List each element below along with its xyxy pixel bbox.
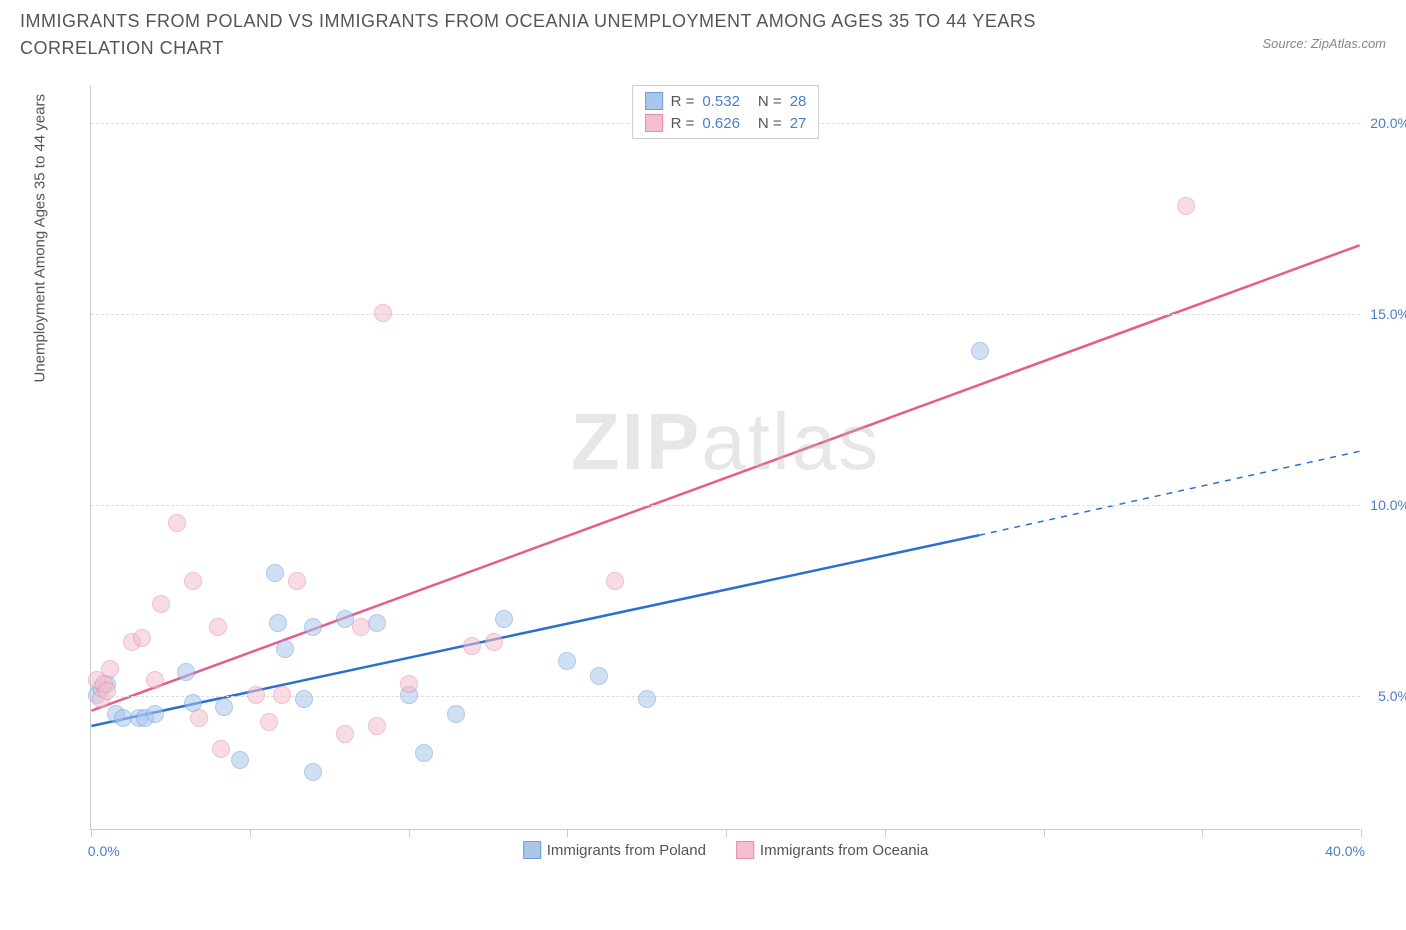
legend-n-value: 27: [790, 115, 807, 132]
legend-swatch: [645, 114, 663, 132]
scatter-point: [495, 610, 513, 628]
scatter-point: [212, 740, 230, 758]
y-axis-label: Unemployment Among Ages 35 to 44 years: [32, 94, 49, 383]
scatter-point: [101, 660, 119, 678]
legend-label: Immigrants from Oceania: [760, 842, 928, 859]
scatter-point: [336, 725, 354, 743]
chart-container: Unemployment Among Ages 35 to 44 years R…: [60, 85, 1360, 865]
y-tick-label: 10.0%: [1364, 497, 1406, 513]
legend-row: R = 0.532 N = 28: [641, 90, 811, 112]
gridline: [91, 505, 1360, 506]
scatter-point: [133, 629, 151, 647]
y-tick-label: 15.0%: [1364, 306, 1406, 322]
scatter-point: [231, 751, 249, 769]
legend-row: R = 0.626 N = 27: [641, 112, 811, 134]
legend-swatch: [523, 841, 541, 859]
legend-item: Immigrants from Poland: [523, 841, 706, 859]
header: IMMIGRANTS FROM POLAND VS IMMIGRANTS FRO…: [0, 0, 1406, 62]
legend-label: Immigrants from Poland: [547, 842, 706, 859]
x-tick: [1202, 829, 1203, 837]
scatter-point: [276, 640, 294, 658]
legend-n-label: N =: [758, 93, 782, 110]
scatter-point: [590, 667, 608, 685]
scatter-point: [368, 717, 386, 735]
legend-n-label: N =: [758, 115, 782, 132]
scatter-point: [463, 637, 481, 655]
scatter-point: [247, 686, 265, 704]
legend-swatch: [645, 92, 663, 110]
scatter-point: [558, 652, 576, 670]
scatter-point: [415, 744, 433, 762]
scatter-point: [606, 572, 624, 590]
trendlines-svg: [91, 85, 1360, 829]
x-tick: [91, 829, 92, 837]
scatter-point: [447, 705, 465, 723]
gridline: [91, 314, 1360, 315]
scatter-point: [260, 713, 278, 731]
scatter-point: [485, 633, 503, 651]
scatter-point: [288, 572, 306, 590]
scatter-point: [368, 614, 386, 632]
correlation-legend: R = 0.532 N = 28 R = 0.626 N = 27: [632, 85, 820, 139]
legend-item: Immigrants from Oceania: [736, 841, 928, 859]
scatter-point: [190, 709, 208, 727]
plot-area: R = 0.532N = 28R = 0.626N = 27 ZIPatlas …: [90, 85, 1360, 830]
scatter-point: [304, 618, 322, 636]
scatter-point: [352, 618, 370, 636]
scatter-point: [400, 675, 418, 693]
scatter-point: [269, 614, 287, 632]
scatter-point: [215, 698, 233, 716]
x-tick: [409, 829, 410, 837]
x-tick: [250, 829, 251, 837]
scatter-point: [209, 618, 227, 636]
scatter-point: [1177, 197, 1195, 215]
scatter-point: [374, 304, 392, 322]
trend-line-extrapolated: [979, 451, 1359, 535]
scatter-point: [971, 342, 989, 360]
scatter-point: [146, 671, 164, 689]
scatter-point: [266, 564, 284, 582]
scatter-point: [184, 572, 202, 590]
legend-n-value: 28: [790, 93, 807, 110]
y-tick-label: 5.0%: [1364, 688, 1406, 704]
legend-r-label: R =: [671, 115, 695, 132]
scatter-point: [177, 663, 195, 681]
scatter-point: [152, 595, 170, 613]
legend-swatch: [736, 841, 754, 859]
scatter-point: [98, 682, 116, 700]
x-tick: [726, 829, 727, 837]
series-legend: Immigrants from Poland Immigrants from Oc…: [523, 841, 929, 859]
x-tick: [567, 829, 568, 837]
scatter-point: [168, 514, 186, 532]
x-tick-label: 40.0%: [1325, 843, 1365, 859]
scatter-point: [273, 686, 291, 704]
chart-title: IMMIGRANTS FROM POLAND VS IMMIGRANTS FRO…: [20, 8, 1120, 62]
scatter-point: [304, 763, 322, 781]
watermark: ZIPatlas: [571, 396, 880, 488]
scatter-point: [146, 705, 164, 723]
source-attribution: Source: ZipAtlas.com: [1262, 36, 1386, 51]
y-tick-label: 20.0%: [1364, 115, 1406, 131]
legend-r-label: R =: [671, 93, 695, 110]
x-tick-label: 0.0%: [88, 843, 120, 859]
legend-r-value: 0.626: [702, 115, 740, 132]
x-tick: [1044, 829, 1045, 837]
x-tick: [1361, 829, 1362, 837]
scatter-point: [295, 690, 313, 708]
legend-r-value: 0.532: [702, 93, 740, 110]
scatter-point: [638, 690, 656, 708]
x-tick: [885, 829, 886, 837]
